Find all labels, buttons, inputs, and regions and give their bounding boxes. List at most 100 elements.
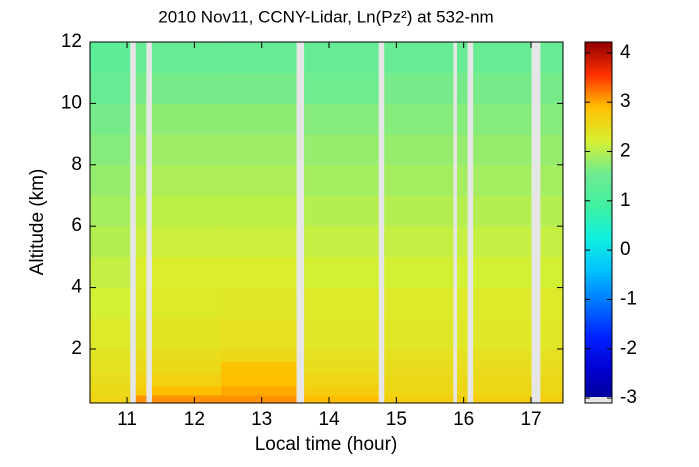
y-tick-label: 2 bbox=[71, 338, 82, 359]
heat-cell bbox=[384, 318, 454, 350]
x-tick-label: 12 bbox=[184, 409, 205, 430]
heat-cell bbox=[151, 361, 222, 375]
heat-cell bbox=[221, 395, 297, 404]
x-tick-label: 17 bbox=[520, 409, 541, 430]
heat-cell bbox=[304, 373, 379, 387]
heat-cell bbox=[135, 134, 147, 166]
heat-cell bbox=[221, 287, 297, 319]
heat-cell bbox=[304, 164, 379, 196]
heat-cell bbox=[221, 361, 297, 375]
heat-cell bbox=[473, 256, 532, 289]
x-tick-label: 14 bbox=[318, 409, 340, 430]
heat-cell bbox=[384, 226, 454, 258]
heat-cell bbox=[304, 226, 379, 258]
heat-cell bbox=[456, 42, 468, 74]
heat-cell bbox=[221, 256, 297, 289]
heat-cell bbox=[456, 164, 468, 196]
heat-cell bbox=[456, 103, 468, 135]
heat-cell bbox=[304, 348, 379, 362]
heat-cell bbox=[456, 373, 468, 387]
heat-cell bbox=[90, 72, 131, 104]
heat-cell bbox=[456, 318, 468, 350]
heat-cell bbox=[151, 348, 222, 362]
heat-cell bbox=[221, 195, 297, 227]
heat-cell bbox=[384, 348, 454, 362]
heat-cell bbox=[456, 395, 468, 404]
heat-cell bbox=[90, 287, 131, 319]
heat-cell bbox=[135, 385, 147, 396]
heat-cell bbox=[540, 42, 564, 74]
colorbar-missing bbox=[585, 397, 612, 403]
heat-cell bbox=[135, 256, 147, 289]
heat-cell bbox=[384, 256, 454, 289]
heat-cell bbox=[540, 385, 564, 396]
heat-cell bbox=[90, 348, 131, 362]
heat-cell bbox=[151, 226, 222, 258]
heat-cell bbox=[221, 42, 297, 74]
heat-cell bbox=[456, 385, 468, 396]
heat-cell bbox=[90, 103, 131, 135]
colorbar-tick-label: 1 bbox=[620, 190, 631, 211]
y-tick-label: 10 bbox=[61, 92, 82, 113]
colorbar-tick-label: -2 bbox=[620, 338, 637, 359]
heat-cell bbox=[135, 226, 147, 258]
colorbar-tick-label: 0 bbox=[620, 239, 631, 260]
heat-cell bbox=[384, 72, 454, 104]
heat-cell bbox=[90, 226, 131, 258]
heat-cell bbox=[304, 195, 379, 227]
heat-cell bbox=[473, 195, 532, 227]
heat-cell bbox=[151, 164, 222, 196]
heat-cell bbox=[473, 373, 532, 387]
heat-cell bbox=[221, 318, 297, 350]
chart-title: 2010 Nov11, CCNY-Lidar, Ln(Pz²) at 532-n… bbox=[158, 7, 493, 26]
heat-cell bbox=[540, 164, 564, 196]
heat-cell bbox=[384, 195, 454, 227]
colorbar-tick-label: 2 bbox=[620, 140, 631, 161]
colorbar-tick-label: -3 bbox=[620, 387, 637, 408]
heat-cell bbox=[304, 134, 379, 166]
heat-cell bbox=[540, 287, 564, 319]
heat-cell bbox=[540, 195, 564, 227]
heat-cell bbox=[151, 195, 222, 227]
x-tick-label: 11 bbox=[117, 409, 137, 430]
colorbar-tick-label: -1 bbox=[620, 288, 637, 309]
heat-cell bbox=[473, 72, 532, 104]
heat-cell bbox=[90, 361, 131, 375]
colorbar-frame bbox=[584, 41, 613, 404]
heat-cell bbox=[90, 42, 131, 74]
heat-cell bbox=[304, 361, 379, 375]
heat-cell bbox=[151, 72, 222, 104]
heat-cell bbox=[151, 373, 222, 387]
heat-cell bbox=[151, 42, 222, 74]
heat-cell bbox=[456, 256, 468, 289]
heat-cell bbox=[90, 195, 131, 227]
y-tick-label: 6 bbox=[71, 215, 82, 236]
x-axis-label: Local time (hour) bbox=[255, 434, 398, 455]
heat-cell bbox=[90, 256, 131, 289]
y-tick-label: 12 bbox=[61, 31, 82, 52]
x-tick-label: 15 bbox=[386, 409, 407, 430]
heat-cell bbox=[135, 395, 147, 404]
heat-cell bbox=[304, 395, 379, 404]
heat-cell bbox=[135, 361, 147, 375]
x-tick-label: 13 bbox=[251, 409, 272, 430]
heat-cell bbox=[540, 134, 564, 166]
heat-cell bbox=[304, 72, 379, 104]
heat-cell bbox=[384, 395, 454, 404]
heat-cell bbox=[473, 361, 532, 375]
heat-cell bbox=[456, 134, 468, 166]
heat-cell bbox=[384, 103, 454, 135]
heat-cell bbox=[473, 385, 532, 396]
heat-cell bbox=[221, 103, 297, 135]
heat-cell bbox=[135, 195, 147, 227]
heat-cell bbox=[221, 226, 297, 258]
heat-cell bbox=[473, 226, 532, 258]
heat-cell bbox=[456, 348, 468, 362]
heat-cell bbox=[151, 385, 222, 396]
heat-cell bbox=[151, 395, 222, 404]
heat-cell bbox=[90, 164, 131, 196]
heat-cell bbox=[151, 287, 222, 319]
heat-cell bbox=[221, 348, 297, 362]
heat-cell bbox=[90, 373, 131, 387]
heat-cell bbox=[151, 103, 222, 135]
